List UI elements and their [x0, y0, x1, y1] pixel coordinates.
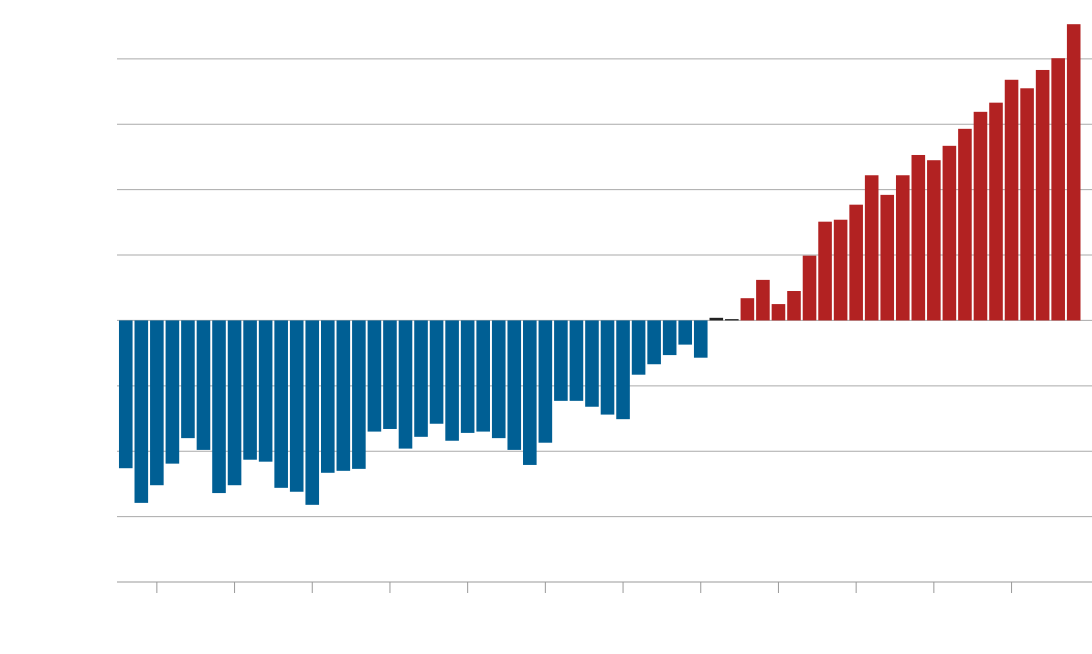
- bar: [460, 320, 475, 433]
- bar: [756, 279, 770, 321]
- bar: [227, 320, 242, 486]
- bar: [771, 304, 786, 321]
- bar: [647, 320, 661, 365]
- bar: [973, 111, 988, 321]
- bar: [1066, 24, 1081, 321]
- bar: [864, 175, 879, 321]
- bar: [942, 145, 957, 321]
- bar: [243, 320, 257, 460]
- bar: [398, 320, 413, 449]
- bar: [118, 320, 133, 469]
- bar: [258, 320, 273, 462]
- bar: [849, 204, 863, 321]
- bar: [725, 319, 739, 321]
- bar: [818, 221, 832, 321]
- bar: [429, 320, 444, 424]
- bar: [911, 154, 926, 321]
- bar: [569, 320, 584, 401]
- bar: [833, 219, 848, 321]
- bar: [989, 102, 1003, 321]
- bar: [1035, 69, 1050, 321]
- bar: [414, 320, 428, 437]
- bar: [787, 291, 801, 321]
- bar: [709, 317, 724, 321]
- bar: [958, 128, 972, 321]
- bar: [895, 175, 910, 321]
- bar: [305, 320, 320, 505]
- bar: [165, 320, 180, 464]
- bar: [491, 320, 506, 439]
- bar: [181, 320, 195, 439]
- bar: [320, 320, 335, 473]
- bar: [631, 320, 646, 375]
- bar: [616, 320, 630, 420]
- bar: [523, 320, 537, 465]
- bar: [600, 320, 615, 415]
- bar: [662, 320, 677, 356]
- bar: [367, 320, 382, 432]
- bar: [802, 255, 817, 321]
- bar: [880, 194, 895, 321]
- bar: [507, 320, 522, 450]
- bar: [274, 320, 288, 488]
- bar: [150, 320, 164, 486]
- bar: [383, 320, 397, 429]
- bar: [289, 320, 304, 492]
- bar: [134, 320, 149, 503]
- bar: [740, 298, 755, 321]
- bar: [585, 320, 599, 407]
- bar: [445, 320, 459, 441]
- bar: [538, 320, 553, 443]
- bar: [554, 320, 568, 401]
- bar: [336, 320, 351, 471]
- bar: [1051, 58, 1065, 321]
- bar: [927, 160, 941, 321]
- bar: [352, 320, 366, 469]
- bar: [693, 320, 708, 358]
- bar: [212, 320, 226, 494]
- bar: [678, 320, 693, 345]
- bar: [1004, 79, 1019, 321]
- bar: [1020, 88, 1034, 321]
- bar: [476, 320, 490, 432]
- bar: [196, 320, 211, 450]
